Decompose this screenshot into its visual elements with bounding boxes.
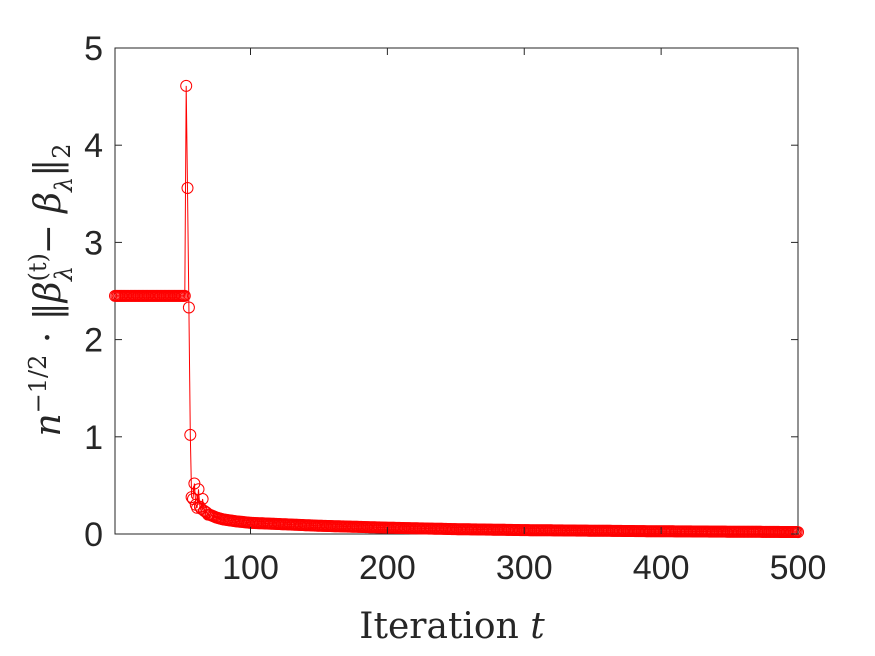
data-point [178, 289, 191, 302]
series-layer [109, 79, 804, 539]
y-tick-label: 4 [84, 127, 103, 165]
data-point [182, 301, 195, 314]
plot-area [114, 47, 799, 535]
data-point [196, 493, 209, 505]
x-tick-label: 500 [770, 549, 827, 587]
data-point [184, 428, 197, 441]
x-tick-label: 200 [359, 549, 416, 587]
y-tick-label: 0 [84, 516, 103, 554]
x-tick-label: 300 [496, 549, 553, 587]
x-axis-label: Iteration t [359, 606, 545, 647]
ticks-layer: 100 200 300 400 500 0 1 2 3 4 5 [84, 30, 826, 587]
data-point [180, 79, 193, 92]
data-point [181, 182, 194, 194]
y-tick-label: 5 [84, 30, 103, 68]
svg-text:n−1/2 · ‖β(t)λ − βλ‖2: n−1/2 · ‖β(t)λ − βλ‖2 [24, 143, 78, 436]
x-tick-label: 100 [222, 549, 279, 587]
data-point [792, 526, 804, 539]
y-tick-label: 2 [84, 322, 103, 360]
y-tick-label: 3 [84, 224, 103, 262]
y-axis-label: n−1/2 · ‖β(t)λ − βλ‖2 [24, 143, 78, 436]
x-tick-label: 400 [633, 549, 690, 587]
y-tick-label: 1 [84, 419, 103, 457]
